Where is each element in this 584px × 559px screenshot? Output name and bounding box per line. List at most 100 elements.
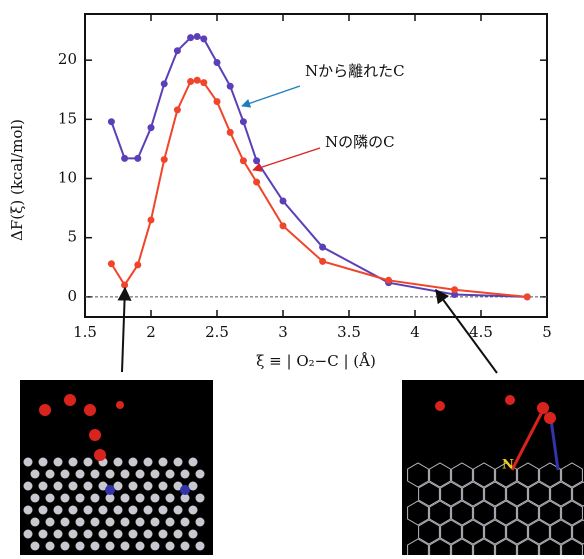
atom: [166, 542, 175, 551]
annotation-arrow: [242, 86, 300, 106]
atom: [54, 482, 63, 491]
data-point: [280, 222, 287, 229]
annotation-arrow: [253, 148, 320, 170]
data-point: [194, 77, 201, 84]
x-axis-label: ξ ≡ | O₂−C | (Å): [256, 352, 376, 370]
data-point: [108, 118, 115, 125]
plot-frame: [85, 14, 547, 317]
y-tick-label: 5: [67, 228, 77, 246]
atom: [24, 506, 33, 515]
data-point: [385, 277, 392, 284]
data-point: [134, 155, 141, 162]
data-point: [227, 83, 234, 90]
atom: [69, 482, 78, 491]
x-tick-label: 4: [410, 323, 420, 341]
atom: [69, 530, 78, 539]
atom: [106, 470, 115, 479]
atom: [61, 542, 70, 551]
atom: [84, 482, 93, 491]
atom: [136, 494, 145, 503]
molecule-image-left: [20, 380, 213, 555]
atom: [174, 458, 183, 467]
data-point: [524, 293, 531, 300]
figure: 051015201.522.533.544.55 ΔF(ξ) (kcal/mol…: [0, 0, 584, 555]
y-tick-label: 0: [67, 287, 77, 305]
atom: [129, 482, 138, 491]
atom: [129, 458, 138, 467]
atom: [159, 530, 168, 539]
y-tick-label: 15: [58, 109, 77, 127]
data-point: [214, 59, 221, 66]
atom: [196, 518, 205, 527]
atom: [166, 470, 175, 479]
atom: [39, 458, 48, 467]
atom: [39, 482, 48, 491]
atom: [181, 470, 190, 479]
atom: [121, 542, 130, 551]
atom: [151, 470, 160, 479]
data-point: [200, 35, 207, 42]
data-point: [319, 258, 326, 265]
atom: [136, 542, 145, 551]
atom: [151, 518, 160, 527]
data-point: [253, 179, 260, 186]
x-tick-label: 3.5: [337, 323, 361, 341]
data-point: [240, 157, 247, 164]
atom: [159, 482, 168, 491]
atom: [39, 530, 48, 539]
atom: [91, 494, 100, 503]
atom: [61, 518, 70, 527]
data-point: [148, 216, 155, 223]
x-tick-label: 2.5: [205, 323, 229, 341]
atom: [39, 506, 48, 515]
data-point: [148, 124, 155, 131]
atom: [69, 506, 78, 515]
atom: [196, 494, 205, 503]
atom: [54, 458, 63, 467]
atom: [99, 530, 108, 539]
atom: [91, 518, 100, 527]
annotation: Nの隣のC: [325, 133, 395, 151]
atom: [24, 530, 33, 539]
atom: [99, 506, 108, 515]
atom: [84, 530, 93, 539]
atom: [129, 530, 138, 539]
data-point: [280, 198, 287, 205]
atom: [159, 506, 168, 515]
x-tick-label: 2: [146, 323, 156, 341]
atom: [46, 494, 55, 503]
atom: [84, 506, 93, 515]
x-tick-label: 1.5: [73, 323, 97, 341]
atom: [136, 518, 145, 527]
atom: [189, 506, 198, 515]
atom: [196, 542, 205, 551]
atom: [76, 494, 85, 503]
data-point: [134, 261, 141, 268]
atom: [31, 470, 40, 479]
data-point: [108, 260, 115, 267]
atom: [76, 518, 85, 527]
atom: [54, 530, 63, 539]
data-point: [187, 34, 194, 41]
data-point: [227, 129, 234, 136]
atom: [76, 470, 85, 479]
data-point: [121, 155, 128, 162]
atom: [46, 518, 55, 527]
data-point: [200, 79, 207, 86]
atom: [129, 506, 138, 515]
atom: [189, 458, 198, 467]
atom: [136, 470, 145, 479]
y-axis-label: ΔF(ξ) (kcal/mol): [8, 119, 26, 241]
data-point: [161, 80, 168, 87]
atom: [114, 530, 123, 539]
annotation: Nから離れたC: [305, 62, 405, 80]
atom: [144, 458, 153, 467]
atom: [121, 518, 130, 527]
data-point: [161, 156, 168, 163]
atom: [174, 530, 183, 539]
atom: [46, 470, 55, 479]
atom: [151, 494, 160, 503]
molecule-image-right: N: [402, 380, 584, 555]
atom: [69, 458, 78, 467]
atom: [54, 506, 63, 515]
